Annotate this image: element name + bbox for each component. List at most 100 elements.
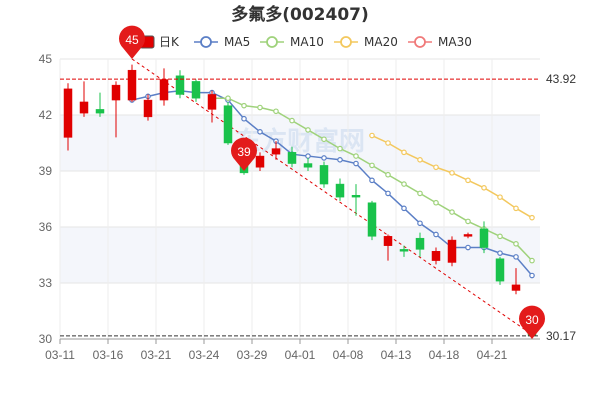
value-marker: 39 <box>230 137 257 171</box>
candle-body <box>367 202 377 237</box>
ma10-point <box>449 209 455 215</box>
marker-pin <box>118 25 145 59</box>
candle-body <box>223 105 233 144</box>
ma10-point <box>241 102 247 109</box>
value-marker: 30 <box>519 305 546 339</box>
candle-body <box>63 88 73 138</box>
y-axis: 30 33 36 39 42 45 <box>39 52 53 346</box>
candle-body <box>287 152 297 164</box>
legend-swatch <box>200 36 212 48</box>
ma10-point <box>289 117 295 124</box>
ma5-point <box>433 231 439 238</box>
chart-legend: 日K MA5 MA10 MA20 MA30 <box>139 35 472 49</box>
ma10-point <box>497 233 503 240</box>
candle-body <box>143 99 153 118</box>
x-tick-label: 03-24 <box>189 348 220 362</box>
x-tick-label: 03-29 <box>237 348 268 362</box>
candle-body <box>159 79 169 101</box>
legend-item: 日K <box>139 35 180 49</box>
legend-swatch <box>340 36 352 48</box>
x-tick-label: 04-01 <box>285 348 316 362</box>
ma5-point <box>401 205 407 212</box>
candle-body <box>351 195 361 198</box>
ma5-point <box>257 129 263 135</box>
legend-label: MA10 <box>290 35 324 49</box>
ma5-point <box>385 190 391 197</box>
candle-body <box>431 251 441 261</box>
x-axis: 03-11 03-16 03-21 03-24 03-29 04-01 04-08 04-13… <box>45 338 540 362</box>
grid-lines <box>59 58 540 340</box>
y-tick-label: 45 <box>39 52 53 66</box>
legend-swatch <box>266 36 278 48</box>
candle-body <box>479 228 489 248</box>
value-marker: 45 <box>118 25 145 59</box>
candle-body <box>255 155 265 168</box>
legend-label: 日K <box>159 35 180 49</box>
ma20-point <box>433 164 439 171</box>
y-tick-label: 30 <box>39 332 53 346</box>
candle-body <box>207 94 217 110</box>
ma5-point <box>417 220 423 227</box>
x-tick-label: 03-21 <box>141 348 172 362</box>
candle-body <box>303 163 313 168</box>
candle-body <box>127 69 137 101</box>
ma20-point <box>385 140 391 146</box>
ma10-point <box>529 257 535 264</box>
ma10-point <box>385 171 391 178</box>
candle-body <box>271 148 281 155</box>
chart-title: 多氟多(002407) <box>231 4 369 25</box>
ma20-point <box>465 177 471 184</box>
ma5-point <box>241 115 247 122</box>
legend-label: MA30 <box>438 35 472 49</box>
x-tick-label: 04-18 <box>429 348 460 362</box>
ma10-point <box>257 104 263 111</box>
reference-label: 43.92 <box>546 72 576 86</box>
ma10-point <box>225 95 231 102</box>
x-tick-label: 04-08 <box>333 348 364 362</box>
ma20-point <box>401 149 407 156</box>
legend-item: MA30 <box>408 35 472 49</box>
ma10-point <box>321 136 327 143</box>
ma10-point <box>353 153 359 159</box>
ma10-point <box>513 241 519 247</box>
marker-label: 39 <box>237 145 251 159</box>
ma20-point <box>513 205 519 212</box>
legend-swatch <box>414 36 426 48</box>
marker-label: 30 <box>525 313 539 327</box>
x-tick-label: 04-21 <box>477 348 508 362</box>
ma20-point <box>369 132 375 139</box>
legend-label: MA20 <box>364 35 398 49</box>
ma20-point <box>529 214 535 221</box>
candle-body <box>399 249 409 252</box>
ma5-point <box>353 160 359 167</box>
marker-pin <box>519 305 546 339</box>
ma5-point <box>305 153 311 159</box>
y-tick-label: 36 <box>39 220 53 234</box>
ma5-point <box>497 250 503 256</box>
ma10-point <box>369 162 375 169</box>
y-tick-label: 42 <box>39 108 53 122</box>
ma5-point <box>369 177 375 184</box>
candle-body <box>79 101 89 114</box>
y-tick-label: 33 <box>39 276 53 290</box>
ma5-point <box>337 157 343 163</box>
ma5-point <box>513 254 519 260</box>
x-tick-label: 03-11 <box>45 348 75 362</box>
marker-pin <box>230 137 257 171</box>
candle-body <box>191 81 201 99</box>
ma20-point <box>481 185 487 191</box>
candle-body <box>319 165 329 185</box>
ma10-point <box>337 145 343 152</box>
candle-body <box>383 236 393 246</box>
x-tick-label: 03-16 <box>93 348 124 362</box>
candle-body <box>495 258 505 282</box>
candle-body <box>111 84 121 101</box>
legend-label: MA5 <box>224 35 250 49</box>
candle-body <box>511 284 521 291</box>
ma5-point <box>465 244 471 251</box>
ma20-point <box>497 194 503 200</box>
ma10-point <box>417 190 423 197</box>
ma5-point <box>321 155 327 161</box>
